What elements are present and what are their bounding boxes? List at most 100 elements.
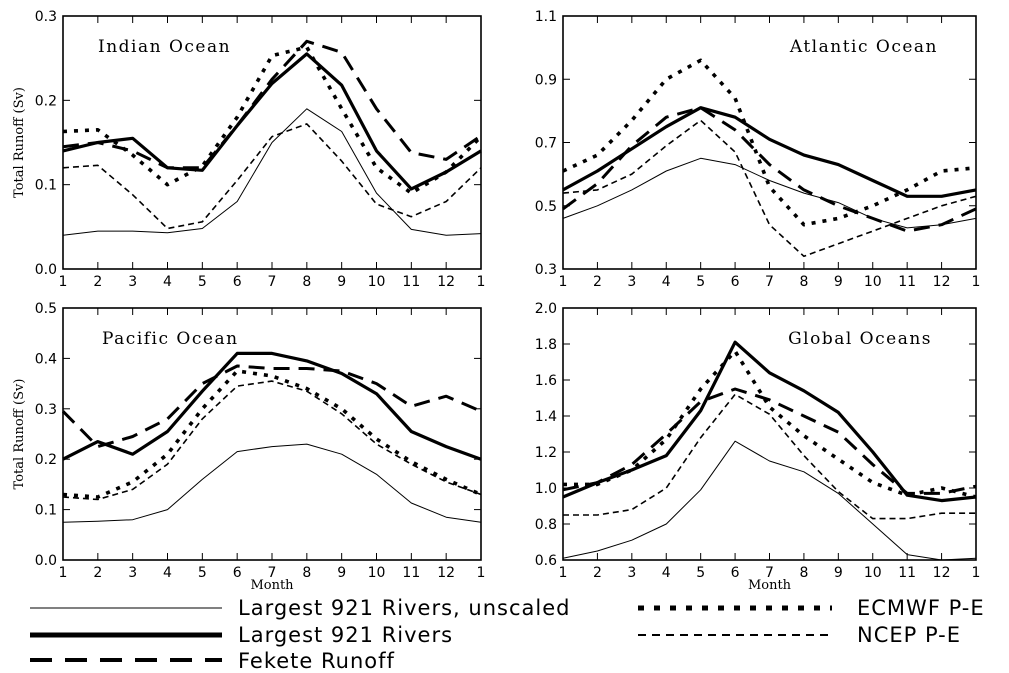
y-tick-label: 0.9 (535, 72, 557, 88)
panel-title: Global Oceans (788, 329, 932, 349)
y-tick-label: 0.7 (535, 136, 557, 152)
panel-title: Indian Ocean (98, 37, 231, 57)
y-tick-label: 0.2 (35, 452, 57, 468)
series-line-4 (62, 45, 483, 195)
series-line-2 (62, 351, 482, 461)
x-tick-label: 1 (972, 274, 981, 290)
y-axis-label: Total Runoff (Sv) (12, 379, 27, 490)
x-tick-label: 10 (864, 274, 882, 290)
series-line-1 (562, 157, 977, 229)
series-line-2 (562, 340, 977, 503)
series-line-3 (61, 364, 482, 449)
y-tick-label: 0.1 (35, 503, 57, 519)
y-tick-label: 1.8 (535, 337, 557, 353)
legend-label-ecmwf: ECMWF P-E (857, 596, 985, 620)
y-tick-label: 0.1 (35, 178, 57, 194)
x-tick-label: 12 (437, 274, 455, 290)
x-tick-label: 1 (559, 274, 568, 290)
x-tick-label: 7 (268, 565, 277, 581)
x-tick-label: 6 (233, 565, 242, 581)
x-tick-label: 6 (731, 565, 740, 581)
panel-title: Atlantic Ocean (789, 37, 938, 57)
x-tick-label: 4 (163, 274, 172, 290)
legend-label-rivers: Largest 921 Rivers (238, 623, 453, 647)
x-tick-label: 6 (233, 274, 242, 290)
legend-label-ncep: NCEP P-E (857, 623, 961, 647)
series-line-5 (62, 380, 482, 501)
x-tick-label: 9 (337, 274, 346, 290)
legend: Largest 921 Rivers, unscaled Largest 921… (30, 596, 985, 673)
x-tick-label: 3 (128, 565, 137, 581)
x-tick-label: 4 (163, 565, 172, 581)
y-tick-label: 1.0 (535, 481, 557, 497)
y-tick-label: 0.2 (35, 93, 57, 109)
x-tick-label: 9 (834, 274, 843, 290)
legend-label-fekete: Fekete Runoff (238, 649, 395, 673)
x-tick-label: 2 (593, 274, 602, 290)
x-tick-label: 11 (402, 274, 420, 290)
series-line-3 (562, 106, 977, 233)
x-tick-label: 8 (302, 274, 311, 290)
x-tick-label: 2 (93, 565, 102, 581)
series-line-2 (62, 52, 482, 191)
x-tick-label: 6 (731, 274, 740, 290)
y-tick-label: 1.1 (535, 9, 557, 25)
x-tick-label: 3 (128, 274, 137, 290)
y-tick-label: 0.3 (35, 402, 57, 418)
series-line-3 (62, 39, 482, 170)
x-tick-label: 1 (477, 565, 486, 581)
x-tick-label: 7 (765, 274, 774, 290)
chart-panel-2: 1 2 3 4 5 6 7 8 9 10 11 12 10.30.50.70.91.1Atlantic … (535, 9, 981, 290)
series-line-5 (62, 123, 482, 230)
y-tick-label: 0.5 (35, 301, 57, 317)
x-tick-label: 5 (198, 565, 207, 581)
x-tick-label: 1 (59, 565, 68, 581)
x-tick-label: 9 (337, 565, 346, 581)
x-tick-label: 10 (864, 565, 882, 581)
x-tick-label: 1 (477, 274, 486, 290)
series-line-3 (562, 387, 977, 495)
y-tick-label: 0.0 (35, 553, 57, 569)
series-line-1 (62, 443, 482, 523)
legend-label-unscaled: Largest 921 Rivers, unscaled (238, 596, 570, 620)
y-tick-label: 2.0 (535, 301, 557, 317)
x-tick-label: 12 (437, 565, 455, 581)
series-line-1 (562, 440, 977, 561)
x-tick-label: 11 (402, 565, 420, 581)
series-line-4 (562, 58, 977, 227)
series-line-5 (562, 119, 977, 258)
x-tick-label: 8 (799, 274, 808, 290)
series-line-5 (563, 393, 976, 520)
x-tick-label: 2 (93, 274, 102, 290)
x-tick-label: 2 (593, 565, 602, 581)
x-tick-label: 5 (696, 565, 705, 581)
x-tick-label: 3 (627, 565, 636, 581)
series-line-1 (62, 108, 482, 236)
x-tick-label: 5 (198, 274, 207, 290)
x-tick-label: 12 (933, 274, 951, 290)
x-tick-label: 4 (662, 274, 671, 290)
chart-panel-3: 1 2 3 4 5 6 7 8 9 10 11 12 10.00.10.20.30.40.5Pacifi… (12, 301, 485, 593)
x-tick-label: 11 (898, 274, 916, 290)
x-tick-label: 12 (933, 565, 951, 581)
x-tick-label: 11 (898, 565, 916, 581)
x-tick-label: 1 (972, 565, 981, 581)
x-axis-label: Month (748, 578, 792, 593)
y-tick-label: 1.2 (535, 445, 557, 461)
x-tick-label: 7 (765, 565, 774, 581)
y-tick-label: 1.4 (535, 409, 557, 425)
panel-title: Pacific Ocean (102, 329, 239, 349)
x-tick-label: 8 (799, 565, 808, 581)
x-tick-label: 9 (834, 565, 843, 581)
x-tick-label: 7 (268, 274, 277, 290)
y-tick-label: 0.3 (35, 9, 57, 25)
y-tick-label: 0.3 (535, 262, 557, 278)
y-tick-label: 1.6 (535, 373, 557, 389)
chart-panel-4: 1 2 3 4 5 6 7 8 9 10 11 12 10.60.81.01.21.41.61.82.0… (535, 301, 981, 593)
x-tick-label: 4 (662, 565, 671, 581)
x-tick-label: 1 (59, 274, 68, 290)
y-axis-label: Total Runoff (Sv) (12, 87, 27, 198)
